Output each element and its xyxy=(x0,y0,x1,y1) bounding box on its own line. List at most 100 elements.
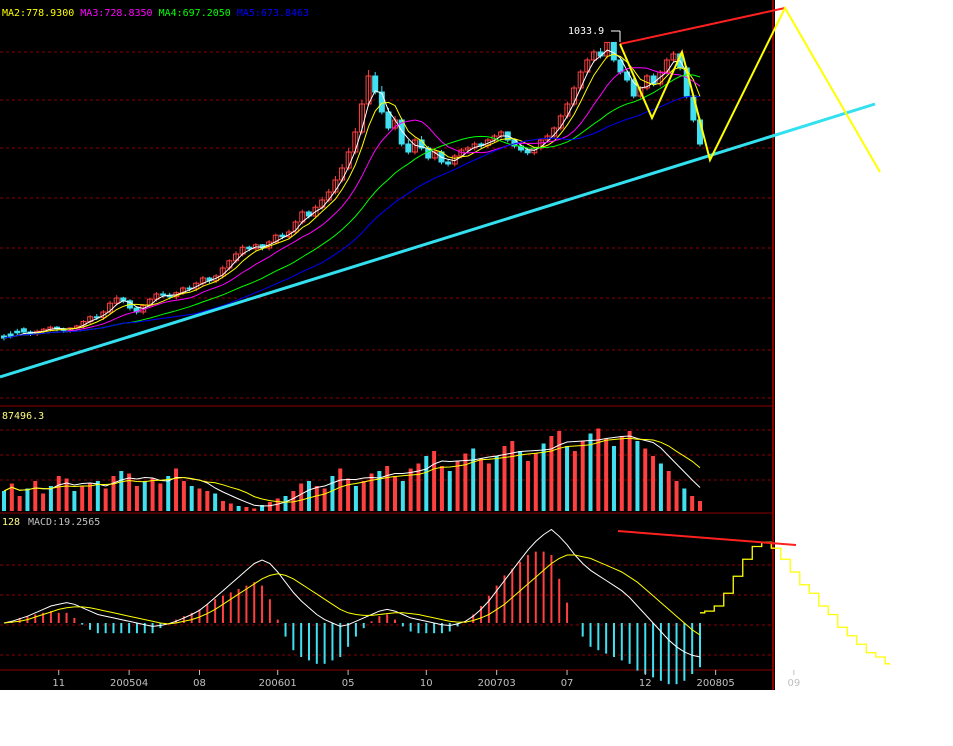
candle-body xyxy=(286,231,293,238)
volume-bar xyxy=(17,496,22,511)
volume-bar xyxy=(619,436,624,511)
candle-body xyxy=(100,311,107,319)
volume-bar xyxy=(267,502,272,511)
candle-body xyxy=(643,75,650,89)
volume-bar xyxy=(142,481,147,511)
volume-bar xyxy=(400,481,405,511)
candle-body xyxy=(193,282,200,290)
ma-line xyxy=(3,53,701,339)
moving-averages xyxy=(3,49,701,339)
volume-bar xyxy=(549,436,554,511)
volume-bar xyxy=(56,476,61,511)
ma-line xyxy=(3,49,701,339)
volume-bar xyxy=(197,488,202,511)
volume-bar xyxy=(103,488,108,511)
volume-bar xyxy=(572,451,577,511)
volume-bar xyxy=(439,466,444,511)
volume-bar xyxy=(541,443,546,511)
ma-line xyxy=(3,95,701,339)
x-tick-label: 200601 xyxy=(259,678,297,689)
x-tick-label: 09 xyxy=(787,678,800,689)
volume-bar xyxy=(698,501,702,511)
volume-bar xyxy=(471,448,476,511)
macd-prefix: 128 xyxy=(2,517,20,528)
macd-dea-line xyxy=(3,554,701,636)
volume-bar xyxy=(127,473,132,511)
x-tick-label: 08 xyxy=(193,678,206,689)
candle-body xyxy=(107,302,114,313)
volume-ma-line xyxy=(3,435,701,507)
volume-bar xyxy=(604,438,609,511)
volume-bar xyxy=(306,481,311,511)
volume-bar xyxy=(580,441,585,511)
volume-bar xyxy=(166,476,171,511)
volume-bar xyxy=(111,476,116,511)
candle-body xyxy=(650,75,657,85)
volume-bar xyxy=(119,471,124,511)
candle-body xyxy=(670,53,677,61)
volume-bars xyxy=(2,428,702,511)
candle-body xyxy=(524,149,531,154)
candle-body xyxy=(445,161,452,165)
x-tick-label: 05 xyxy=(342,678,355,689)
volume-bar xyxy=(690,496,695,511)
volume-ma-line xyxy=(3,437,701,503)
volume-bar xyxy=(463,453,468,511)
candle-body xyxy=(571,87,578,105)
macd-group xyxy=(3,528,890,685)
volume-bar xyxy=(502,446,507,511)
volume-bar xyxy=(213,493,218,511)
volume-bar xyxy=(666,471,671,511)
volume-bar xyxy=(353,486,358,511)
volume-bar xyxy=(518,451,523,511)
volume-bar xyxy=(9,483,14,511)
volume-bar xyxy=(220,501,225,511)
peak-label: 1033.9 xyxy=(568,26,604,37)
volume-bar xyxy=(330,476,335,511)
volume-bar xyxy=(134,486,139,511)
candle-body xyxy=(113,297,120,304)
volume-bar xyxy=(635,441,640,511)
volume-bar xyxy=(385,466,390,511)
volume-bar xyxy=(510,441,515,511)
volume-bar xyxy=(533,453,538,511)
volume-bar xyxy=(377,471,382,511)
volume-bar xyxy=(346,478,351,511)
candle-body xyxy=(657,71,664,85)
candle-body xyxy=(160,293,167,296)
macd-forecast-curve xyxy=(700,541,890,665)
volume-bar xyxy=(682,488,687,511)
volume-bar xyxy=(174,468,179,511)
volume-bar xyxy=(244,507,249,511)
volume-bar xyxy=(369,473,374,511)
x-tick-label: 07 xyxy=(561,678,574,689)
volume-bar xyxy=(565,446,570,511)
volume-bar xyxy=(658,463,663,511)
candle-body xyxy=(471,143,478,149)
ma-legend-item: MA3:728.8350 xyxy=(80,8,158,19)
volume-bar xyxy=(181,481,186,511)
support-trendline xyxy=(0,102,876,379)
candle-body xyxy=(372,75,379,93)
volume-bar xyxy=(41,493,46,511)
candle-body xyxy=(610,41,617,61)
volume-bar xyxy=(291,491,296,511)
volume-label: 87496.3 xyxy=(2,411,44,422)
volume-bar xyxy=(95,481,100,511)
volume-bar xyxy=(322,488,327,511)
candle-body xyxy=(312,206,319,217)
candle-body xyxy=(590,51,597,61)
top-trendline xyxy=(619,7,786,45)
volume-bar xyxy=(25,488,30,511)
ma-legend: MA2:778.9300 MA3:728.8350 MA4:697.2050 M… xyxy=(2,8,309,19)
x-tick-label: 10 xyxy=(420,678,433,689)
volume-bar xyxy=(299,483,304,511)
volume-bar xyxy=(48,486,53,511)
volume-bar xyxy=(447,471,452,511)
candle-body xyxy=(584,59,591,73)
candle-body xyxy=(279,234,286,238)
candle-body xyxy=(7,333,14,337)
volume-bar xyxy=(361,481,366,511)
volume-bar xyxy=(158,483,163,511)
